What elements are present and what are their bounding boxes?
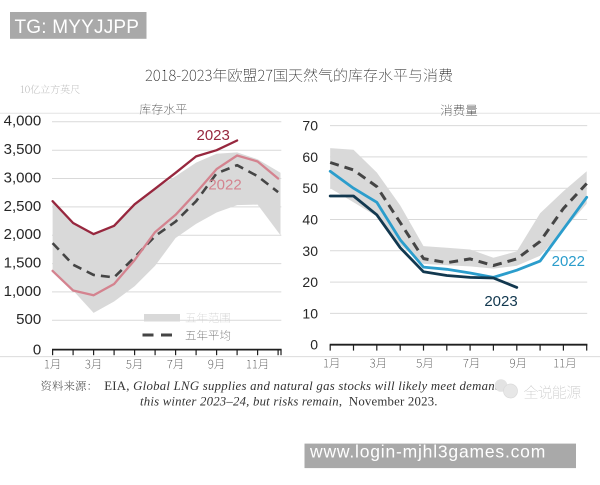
svg-text:2,000: 2,000 xyxy=(4,226,42,243)
svg-text:30: 30 xyxy=(302,243,318,259)
svg-text:2023: 2023 xyxy=(484,293,517,310)
svg-text:50: 50 xyxy=(302,180,318,196)
svg-text:70: 70 xyxy=(302,118,318,134)
svg-text:3,500: 3,500 xyxy=(4,141,42,158)
svg-text:40: 40 xyxy=(302,212,318,228)
svg-text:www.login-mjhl3games.com: www.login-mjhl3games.com xyxy=(309,442,546,462)
svg-text:1,000: 1,000 xyxy=(4,283,42,300)
svg-text:EIA, Global LNG supplies and n: EIA, Global LNG supplies and natural gas… xyxy=(104,379,502,393)
svg-text:20: 20 xyxy=(302,274,318,290)
svg-text:TG: MYYJJPP: TG: MYYJJPP xyxy=(15,17,140,38)
svg-text:10: 10 xyxy=(302,305,318,321)
svg-text:1,500: 1,500 xyxy=(4,254,42,271)
svg-text:500: 500 xyxy=(16,311,41,328)
svg-text:0: 0 xyxy=(310,337,318,353)
svg-text:0: 0 xyxy=(33,341,41,358)
svg-text:2023: 2023 xyxy=(197,127,230,144)
svg-text:2,500: 2,500 xyxy=(4,198,42,215)
svg-text:60: 60 xyxy=(302,149,318,165)
svg-text:3,000: 3,000 xyxy=(4,169,42,186)
svg-text:2022: 2022 xyxy=(208,176,241,193)
svg-text:4,000: 4,000 xyxy=(4,113,42,130)
svg-text:2022: 2022 xyxy=(552,253,585,270)
svg-text:this winter 2023–24, but risks: this winter 2023–24, but risks remain, N… xyxy=(140,395,438,409)
